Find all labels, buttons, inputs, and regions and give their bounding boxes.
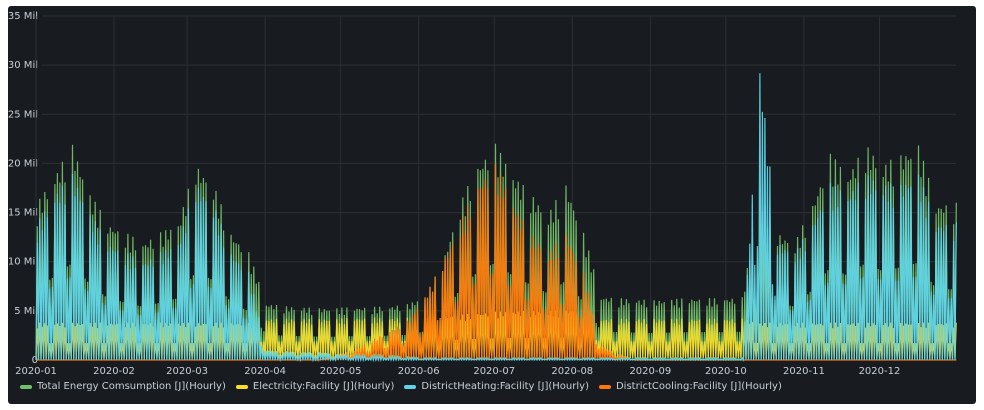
legend-swatch-district-cooling: [598, 384, 611, 389]
y-tick-label: 20 Mil: [8, 158, 38, 169]
y-tick-label: 5 Mil: [14, 306, 38, 317]
x-tick-label: 2020-06: [398, 366, 440, 377]
legend-label-electricity: Electricity:Facility [J](Hourly): [252, 381, 395, 392]
legend-item-district-cooling[interactable]: DistrictCooling:Facility [J](Hourly): [598, 381, 782, 392]
chart-legend: Total Energy Comsumption [J](Hourly) Ele…: [20, 381, 782, 392]
x-tick-label: 2020-09: [629, 366, 671, 377]
legend-label-total: Total Energy Comsumption [J](Hourly): [37, 381, 226, 392]
y-tick-label: 25 Mil: [8, 109, 38, 120]
x-tick-label: 2020-04: [244, 366, 286, 377]
y-tick-label: 0: [32, 355, 38, 366]
chart-panel: 0 5 Mil 10 Mil 15 Mil 20 Mil 25 Mil 30 Mil 35 M…: [8, 6, 976, 404]
legend-swatch-district-heating: [404, 384, 417, 389]
x-tick-label: 2020-03: [166, 366, 208, 377]
y-tick-label: 15 Mil: [8, 208, 38, 219]
legend-label-district-heating: DistrictHeating:Facility [J](Hourly): [421, 381, 589, 392]
legend-swatch-total: [20, 384, 32, 389]
y-tick-label: 10 Mil: [8, 257, 38, 268]
x-tick-label: 2020-05: [320, 366, 362, 377]
x-tick-label: 2020-01: [15, 366, 57, 377]
y-tick-label: 30 Mil: [8, 60, 38, 71]
x-tick-label: 2020-12: [859, 366, 901, 377]
x-tick-label: 2020-08: [551, 366, 593, 377]
x-tick-label: 2020-11: [783, 366, 825, 377]
x-tick-label: 2020-02: [93, 366, 135, 377]
x-tick-label: 2020-10: [705, 366, 747, 377]
series-line-2: [35, 73, 957, 363]
energy-chart: 0 5 Mil 10 Mil 15 Mil 20 Mil 25 Mil 30 Mil 35 M…: [8, 11, 957, 377]
y-tick-label: 35 Mil: [8, 11, 38, 22]
legend-item-district-heating[interactable]: DistrictHeating:Facility [J](Hourly): [404, 381, 589, 392]
legend-label-district-cooling: DistrictCooling:Facility [J](Hourly): [615, 381, 782, 392]
legend-item-electricity[interactable]: Electricity:Facility [J](Hourly): [235, 381, 395, 392]
legend-swatch-electricity: [235, 384, 248, 389]
legend-item-total[interactable]: Total Energy Comsumption [J](Hourly): [20, 381, 226, 392]
x-tick-label: 2020-07: [473, 366, 515, 377]
